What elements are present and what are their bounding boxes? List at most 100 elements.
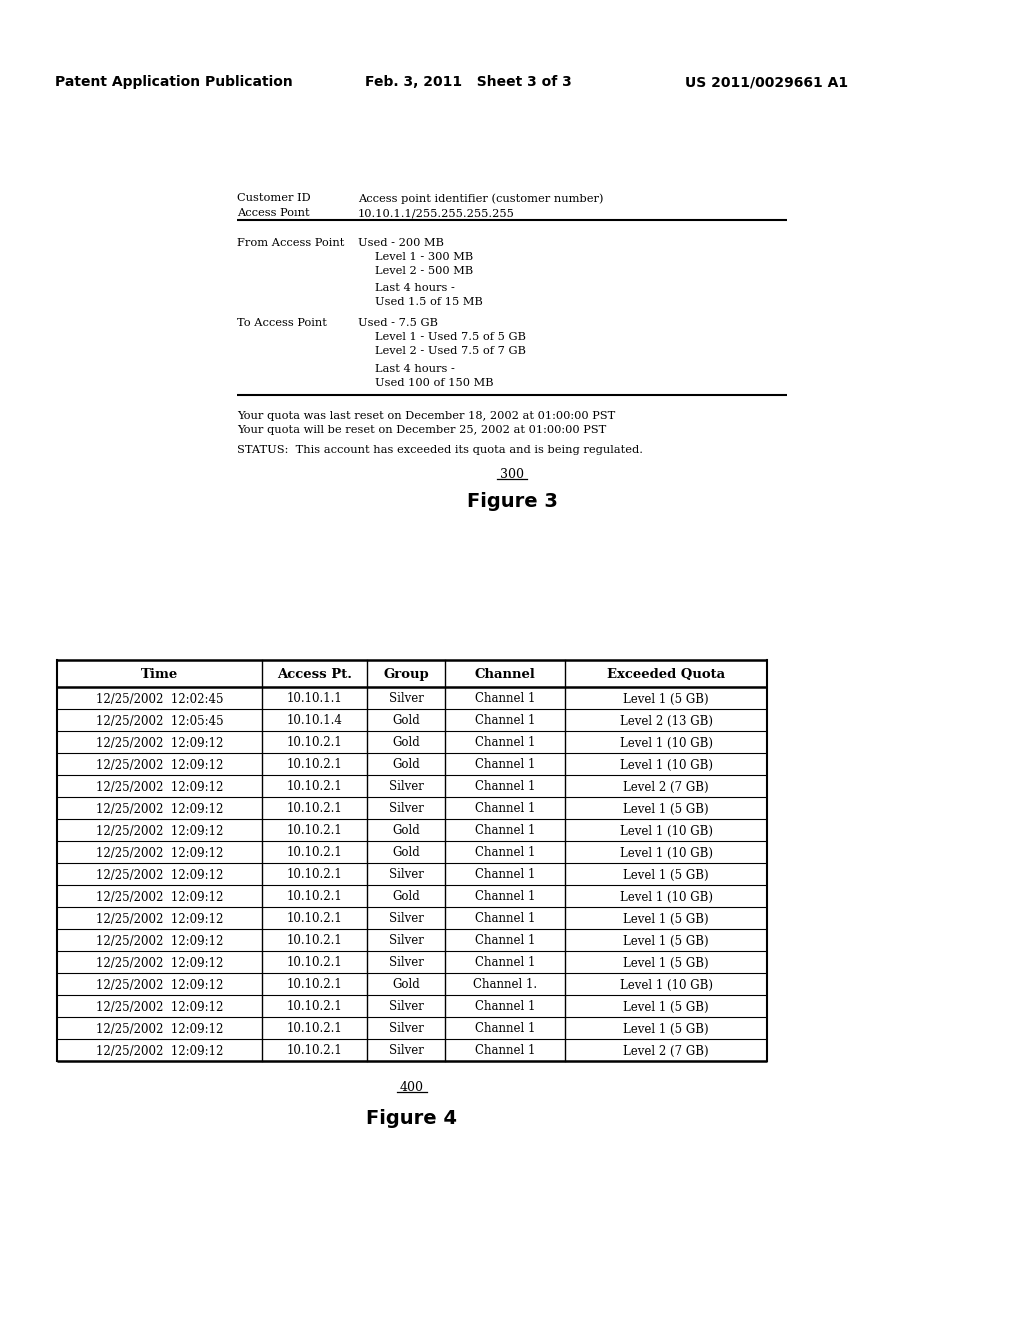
Text: Level 1 (10 GB): Level 1 (10 GB)	[620, 846, 713, 859]
Text: Patent Application Publication: Patent Application Publication	[55, 75, 293, 88]
Text: Level 1 (5 GB): Level 1 (5 GB)	[624, 935, 709, 948]
Text: Level 1 (5 GB): Level 1 (5 GB)	[624, 1023, 709, 1035]
Text: 10.10.2.1: 10.10.2.1	[287, 978, 342, 991]
Text: Level 2 - Used 7.5 of 7 GB: Level 2 - Used 7.5 of 7 GB	[375, 346, 526, 356]
Text: Channel 1: Channel 1	[475, 891, 536, 903]
Text: Level 1 (10 GB): Level 1 (10 GB)	[620, 737, 713, 750]
Text: Level 1 - Used 7.5 of 5 GB: Level 1 - Used 7.5 of 5 GB	[375, 333, 526, 342]
Text: Used - 200 MB: Used - 200 MB	[358, 238, 444, 248]
Text: 10.10.2.1: 10.10.2.1	[287, 780, 342, 793]
Text: 400: 400	[400, 1081, 424, 1094]
Text: 12/25/2002  12:09:12: 12/25/2002 12:09:12	[96, 825, 223, 837]
Text: 10.10.2.1: 10.10.2.1	[287, 846, 342, 859]
Text: 10.10.2.1: 10.10.2.1	[287, 869, 342, 882]
Text: Level 1 (10 GB): Level 1 (10 GB)	[620, 825, 713, 837]
Text: 12/25/2002  12:09:12: 12/25/2002 12:09:12	[96, 803, 223, 816]
Text: Channel 1: Channel 1	[475, 912, 536, 925]
Text: Silver: Silver	[388, 1001, 424, 1014]
Text: Channel 1: Channel 1	[475, 780, 536, 793]
Text: 12/25/2002  12:09:12: 12/25/2002 12:09:12	[96, 780, 223, 793]
Text: Channel 1: Channel 1	[475, 1023, 536, 1035]
Text: 10.10.2.1: 10.10.2.1	[287, 759, 342, 771]
Text: Silver: Silver	[388, 803, 424, 816]
Text: Level 1 - 300 MB: Level 1 - 300 MB	[375, 252, 473, 261]
Text: 12/25/2002  12:09:12: 12/25/2002 12:09:12	[96, 978, 223, 991]
Text: Channel 1: Channel 1	[475, 869, 536, 882]
Text: 12/25/2002  12:05:45: 12/25/2002 12:05:45	[95, 714, 223, 727]
Text: Level 1 (10 GB): Level 1 (10 GB)	[620, 759, 713, 771]
Text: Silver: Silver	[388, 1023, 424, 1035]
Text: Channel 1: Channel 1	[475, 825, 536, 837]
Text: Last 4 hours -: Last 4 hours -	[375, 282, 455, 293]
Text: Level 2 (7 GB): Level 2 (7 GB)	[624, 1044, 709, 1057]
Text: Level 1 (5 GB): Level 1 (5 GB)	[624, 869, 709, 882]
Text: Gold: Gold	[392, 759, 420, 771]
Text: Time: Time	[141, 668, 178, 681]
Text: 10.10.2.1: 10.10.2.1	[287, 912, 342, 925]
Text: Silver: Silver	[388, 780, 424, 793]
Text: 12/25/2002  12:02:45: 12/25/2002 12:02:45	[96, 693, 223, 705]
Text: Channel 1: Channel 1	[475, 803, 536, 816]
Text: Gold: Gold	[392, 846, 420, 859]
Text: Gold: Gold	[392, 737, 420, 750]
Text: Access point identifier (customer number): Access point identifier (customer number…	[358, 193, 603, 203]
Text: 12/25/2002  12:09:12: 12/25/2002 12:09:12	[96, 737, 223, 750]
Text: Level 2 (13 GB): Level 2 (13 GB)	[620, 714, 713, 727]
Text: Silver: Silver	[388, 912, 424, 925]
Text: Figure 4: Figure 4	[367, 1109, 458, 1129]
Text: Channel 1: Channel 1	[475, 846, 536, 859]
Text: Channel 1.: Channel 1.	[473, 978, 537, 991]
Text: Used 1.5 of 15 MB: Used 1.5 of 15 MB	[375, 297, 483, 308]
Text: 12/25/2002  12:09:12: 12/25/2002 12:09:12	[96, 1001, 223, 1014]
Text: 12/25/2002  12:09:12: 12/25/2002 12:09:12	[96, 912, 223, 925]
Text: Gold: Gold	[392, 978, 420, 991]
Text: 12/25/2002  12:09:12: 12/25/2002 12:09:12	[96, 1023, 223, 1035]
Text: 12/25/2002  12:09:12: 12/25/2002 12:09:12	[96, 891, 223, 903]
Text: 12/25/2002  12:09:12: 12/25/2002 12:09:12	[96, 935, 223, 948]
Text: Silver: Silver	[388, 935, 424, 948]
Text: Silver: Silver	[388, 869, 424, 882]
Text: Your quota will be reset on December 25, 2002 at 01:00:00 PST: Your quota will be reset on December 25,…	[237, 425, 606, 436]
Text: Channel 1: Channel 1	[475, 693, 536, 705]
Text: Silver: Silver	[388, 693, 424, 705]
Text: Used - 7.5 GB: Used - 7.5 GB	[358, 318, 438, 327]
Text: Channel 1: Channel 1	[475, 957, 536, 969]
Text: Level 1 (5 GB): Level 1 (5 GB)	[624, 912, 709, 925]
Text: 10.10.2.1: 10.10.2.1	[287, 803, 342, 816]
Text: Last 4 hours -: Last 4 hours -	[375, 364, 455, 374]
Text: To Access Point: To Access Point	[237, 318, 327, 327]
Text: 10.10.1.4: 10.10.1.4	[287, 714, 342, 727]
Text: Channel 1: Channel 1	[475, 737, 536, 750]
Text: Level 1 (5 GB): Level 1 (5 GB)	[624, 1001, 709, 1014]
Text: Level 1 (10 GB): Level 1 (10 GB)	[620, 978, 713, 991]
Text: 12/25/2002  12:09:12: 12/25/2002 12:09:12	[96, 957, 223, 969]
Text: 12/25/2002  12:09:12: 12/25/2002 12:09:12	[96, 1044, 223, 1057]
Text: 10.10.2.1: 10.10.2.1	[287, 935, 342, 948]
Text: 12/25/2002  12:09:12: 12/25/2002 12:09:12	[96, 759, 223, 771]
Text: 10.10.2.1: 10.10.2.1	[287, 825, 342, 837]
Text: 10.10.1.1/255.255.255.255: 10.10.1.1/255.255.255.255	[358, 209, 515, 218]
Text: Level 1 (5 GB): Level 1 (5 GB)	[624, 693, 709, 705]
Text: 10.10.2.1: 10.10.2.1	[287, 1001, 342, 1014]
Text: Channel 1: Channel 1	[475, 1044, 536, 1057]
Text: Group: Group	[383, 668, 429, 681]
Text: US 2011/0029661 A1: US 2011/0029661 A1	[685, 75, 848, 88]
Text: 12/25/2002  12:09:12: 12/25/2002 12:09:12	[96, 846, 223, 859]
Text: Level 1 (5 GB): Level 1 (5 GB)	[624, 957, 709, 969]
Text: Channel 1: Channel 1	[475, 759, 536, 771]
Text: Exceeded Quota: Exceeded Quota	[607, 668, 725, 681]
Text: Channel 1: Channel 1	[475, 714, 536, 727]
Text: Access Poınt: Access Poınt	[237, 209, 309, 218]
Text: 10.10.2.1: 10.10.2.1	[287, 1044, 342, 1057]
Text: Gold: Gold	[392, 825, 420, 837]
Text: Gold: Gold	[392, 891, 420, 903]
Text: 10.10.2.1: 10.10.2.1	[287, 891, 342, 903]
Text: 10.10.2.1: 10.10.2.1	[287, 1023, 342, 1035]
Text: Used 100 of 150 MB: Used 100 of 150 MB	[375, 378, 494, 388]
Text: Your quota was last reset on December 18, 2002 at 01:00:00 PST: Your quota was last reset on December 18…	[237, 411, 615, 421]
Text: Feb. 3, 2011   Sheet 3 of 3: Feb. 3, 2011 Sheet 3 of 3	[365, 75, 571, 88]
Text: Level 2 (7 GB): Level 2 (7 GB)	[624, 780, 709, 793]
Text: STATUS:  This account has exceeded its quota and is being regulated.: STATUS: This account has exceeded its qu…	[237, 445, 643, 455]
Text: Level 1 (5 GB): Level 1 (5 GB)	[624, 803, 709, 816]
Text: 10.10.2.1: 10.10.2.1	[287, 737, 342, 750]
